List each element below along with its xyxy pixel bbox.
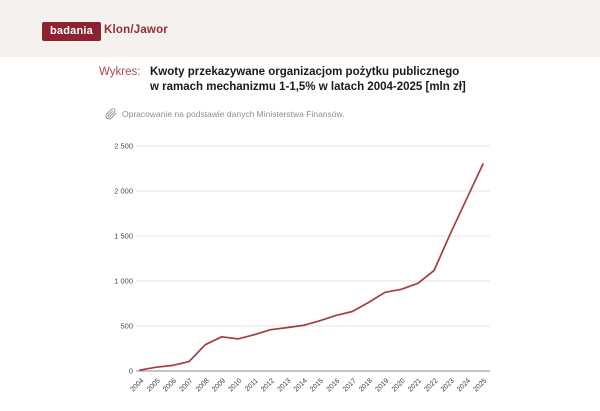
x-tick-label: 2004: [129, 377, 145, 393]
y-tick-label: 2 500: [114, 142, 133, 151]
x-tick-label: 2024: [456, 377, 472, 393]
chart-title: Kwoty przekazywane organizacjom pożytku …: [150, 65, 530, 95]
x-tick-label: 2018: [358, 377, 374, 393]
y-tick-label: 0: [129, 367, 133, 376]
x-tick-label: 2015: [309, 377, 325, 393]
x-tick-label: 2017: [342, 377, 358, 393]
x-tick-label: 2008: [195, 377, 211, 393]
x-tick-label: 2016: [325, 377, 341, 393]
x-tick-label: 2013: [276, 377, 292, 393]
x-tick-label: 2011: [244, 377, 260, 393]
source-note: Opracowanie na podstawie danych Minister…: [105, 106, 505, 122]
x-tick-label: 2012: [260, 377, 276, 393]
y-tick-label: 1 000: [114, 277, 133, 286]
x-tick-label: 2025: [472, 377, 488, 393]
title-prefix: Wykres:: [99, 66, 141, 78]
x-tick-label: 2005: [146, 377, 162, 393]
x-tick-label: 2006: [162, 377, 178, 393]
source-text: Opracowanie na podstawie danych Minister…: [122, 109, 345, 119]
x-tick-label: 2020: [391, 377, 407, 393]
x-tick-label: 2023: [440, 377, 456, 393]
x-tick-label: 2019: [374, 377, 390, 393]
x-tick-label: 2014: [293, 377, 309, 393]
chart-title-line2: w ramach mechanizmu 1-1,5% w latach 2004…: [150, 81, 466, 93]
brand-badge: badania: [42, 22, 101, 41]
y-tick-label: 2 000: [114, 187, 133, 196]
brand-name: Klon/Jawor: [104, 24, 168, 36]
y-tick-label: 1 500: [114, 232, 133, 241]
data-series-line: [139, 163, 484, 371]
x-tick-label: 2022: [423, 377, 439, 393]
chart-title-line1: Kwoty przekazywane organizacjom pożytku …: [150, 66, 460, 78]
x-tick-label: 2007: [178, 377, 194, 393]
header-bar: badania Klon/Jawor: [0, 0, 600, 57]
x-tick-label: 2009: [211, 377, 227, 393]
x-tick-label: 2021: [407, 377, 423, 393]
x-tick-label: 2010: [227, 377, 243, 393]
y-tick-label: 500: [120, 322, 133, 331]
paperclip-icon: [105, 108, 117, 120]
